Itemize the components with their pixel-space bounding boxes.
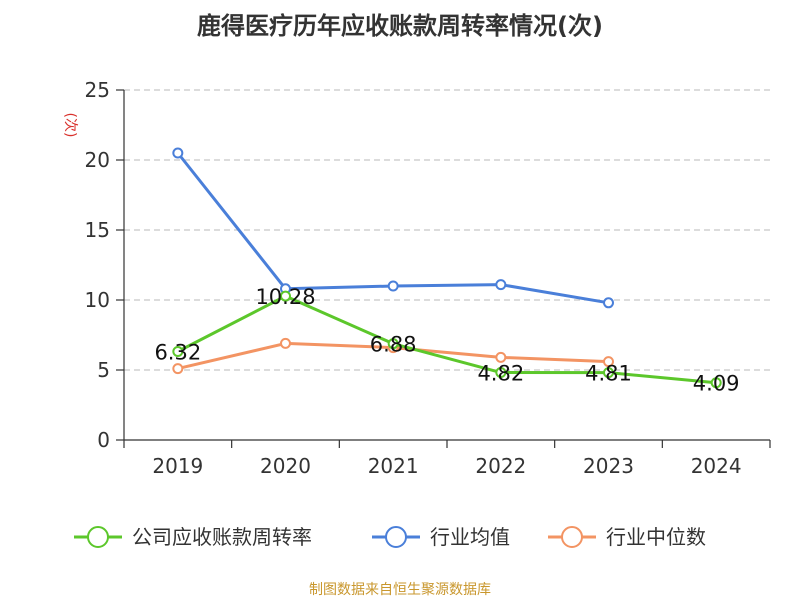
series-2 <box>172 147 614 309</box>
data-point <box>495 367 507 379</box>
legend: 公司应收账款周转率 行业均值 行业中位数 <box>74 525 706 549</box>
legend-label: 公司应收账款周转率 <box>132 525 312 549</box>
x-tick-label: 2021 <box>368 454 419 478</box>
legend-marker <box>87 526 109 548</box>
legend-item: 行业均值 <box>372 525 510 549</box>
series-line <box>176 152 609 305</box>
data-point <box>387 280 399 292</box>
x-axis-ticks: 2019 2020 2021 2022 2023 2024 <box>123 440 771 478</box>
data-label: 6.88 <box>370 333 417 357</box>
x-tick-label: 2022 <box>475 454 526 478</box>
data-point <box>603 367 614 379</box>
data-point <box>495 279 507 291</box>
data-point <box>172 346 184 358</box>
data-label: 4.81 <box>585 362 632 386</box>
data-point <box>387 338 399 350</box>
y-tick-label: 5 <box>97 358 110 382</box>
x-tick-label: 2019 <box>152 454 203 478</box>
data-point <box>603 297 614 309</box>
legend-label: 行业均值 <box>430 525 510 549</box>
data-label: 10.28 <box>255 285 315 309</box>
x-tick-label: 2024 <box>691 454 742 478</box>
data-point <box>172 147 184 159</box>
y-tick-label: 10 <box>85 288 110 312</box>
data-label: 4.82 <box>477 362 524 386</box>
series-line <box>177 294 717 385</box>
data-label: 6.32 <box>154 341 201 365</box>
legend-item: 公司应收账款周转率 <box>74 525 312 549</box>
axes <box>123 90 770 441</box>
data-label: 4.09 <box>693 372 740 396</box>
legend-item: 行业中位数 <box>548 525 706 549</box>
series-group <box>172 147 722 389</box>
legend-marker <box>561 526 583 548</box>
y-axis-label: (次) <box>62 113 78 138</box>
data-point <box>603 356 614 368</box>
y-tick-label: 25 <box>85 78 110 102</box>
x-tick-label: 2020 <box>260 454 311 478</box>
data-point <box>710 377 722 389</box>
series-1 <box>172 290 722 389</box>
chart-title: 鹿得医疗历年应收账款周转率情况(次) <box>197 12 603 40</box>
legend-marker <box>385 526 407 548</box>
data-point <box>280 337 291 349</box>
data-labels: 6.32 10.28 6.88 4.82 4.81 4.09 <box>154 285 739 396</box>
source-note: 制图数据来自恒生聚源数据库 <box>309 582 491 598</box>
y-tick-label: 15 <box>85 218 110 242</box>
y-tick-label: 0 <box>97 428 110 452</box>
data-point <box>495 351 507 363</box>
y-tick-label: 20 <box>85 148 110 172</box>
y-axis-ticks: 0 5 10 15 20 25 <box>85 78 124 452</box>
x-tick-label: 2023 <box>583 454 634 478</box>
grid-lines <box>124 89 770 371</box>
legend-label: 行业中位数 <box>606 525 706 549</box>
data-point <box>172 363 184 375</box>
data-point <box>280 290 291 302</box>
